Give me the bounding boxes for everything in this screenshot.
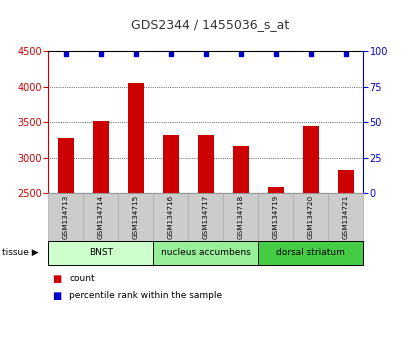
Bar — [58, 138, 74, 193]
Text: GSM134719: GSM134719 — [273, 195, 279, 239]
Text: BNST: BNST — [89, 248, 113, 257]
Bar — [233, 146, 249, 193]
Text: GSM134713: GSM134713 — [63, 195, 69, 239]
Bar — [163, 135, 178, 193]
Text: nucleus accumbens: nucleus accumbens — [161, 248, 251, 257]
Text: GSM134715: GSM134715 — [133, 195, 139, 239]
Bar — [93, 121, 109, 193]
Text: tissue ▶: tissue ▶ — [2, 248, 39, 257]
Text: count: count — [69, 274, 95, 282]
Bar — [198, 135, 214, 193]
Text: GSM134720: GSM134720 — [308, 195, 314, 239]
Bar — [128, 83, 144, 193]
Text: GDS2344 / 1455036_s_at: GDS2344 / 1455036_s_at — [131, 18, 289, 31]
Text: GSM134721: GSM134721 — [343, 195, 349, 239]
Text: percentile rank within the sample: percentile rank within the sample — [69, 291, 223, 300]
Text: ■: ■ — [52, 291, 62, 301]
Bar — [268, 187, 284, 193]
Bar — [338, 170, 354, 193]
Text: ■: ■ — [52, 274, 62, 284]
Text: GSM134718: GSM134718 — [238, 195, 244, 239]
Text: GSM134717: GSM134717 — [203, 195, 209, 239]
Bar — [303, 126, 319, 193]
Text: GSM134716: GSM134716 — [168, 195, 174, 239]
Text: GSM134714: GSM134714 — [98, 195, 104, 239]
Text: dorsal striatum: dorsal striatum — [276, 248, 345, 257]
